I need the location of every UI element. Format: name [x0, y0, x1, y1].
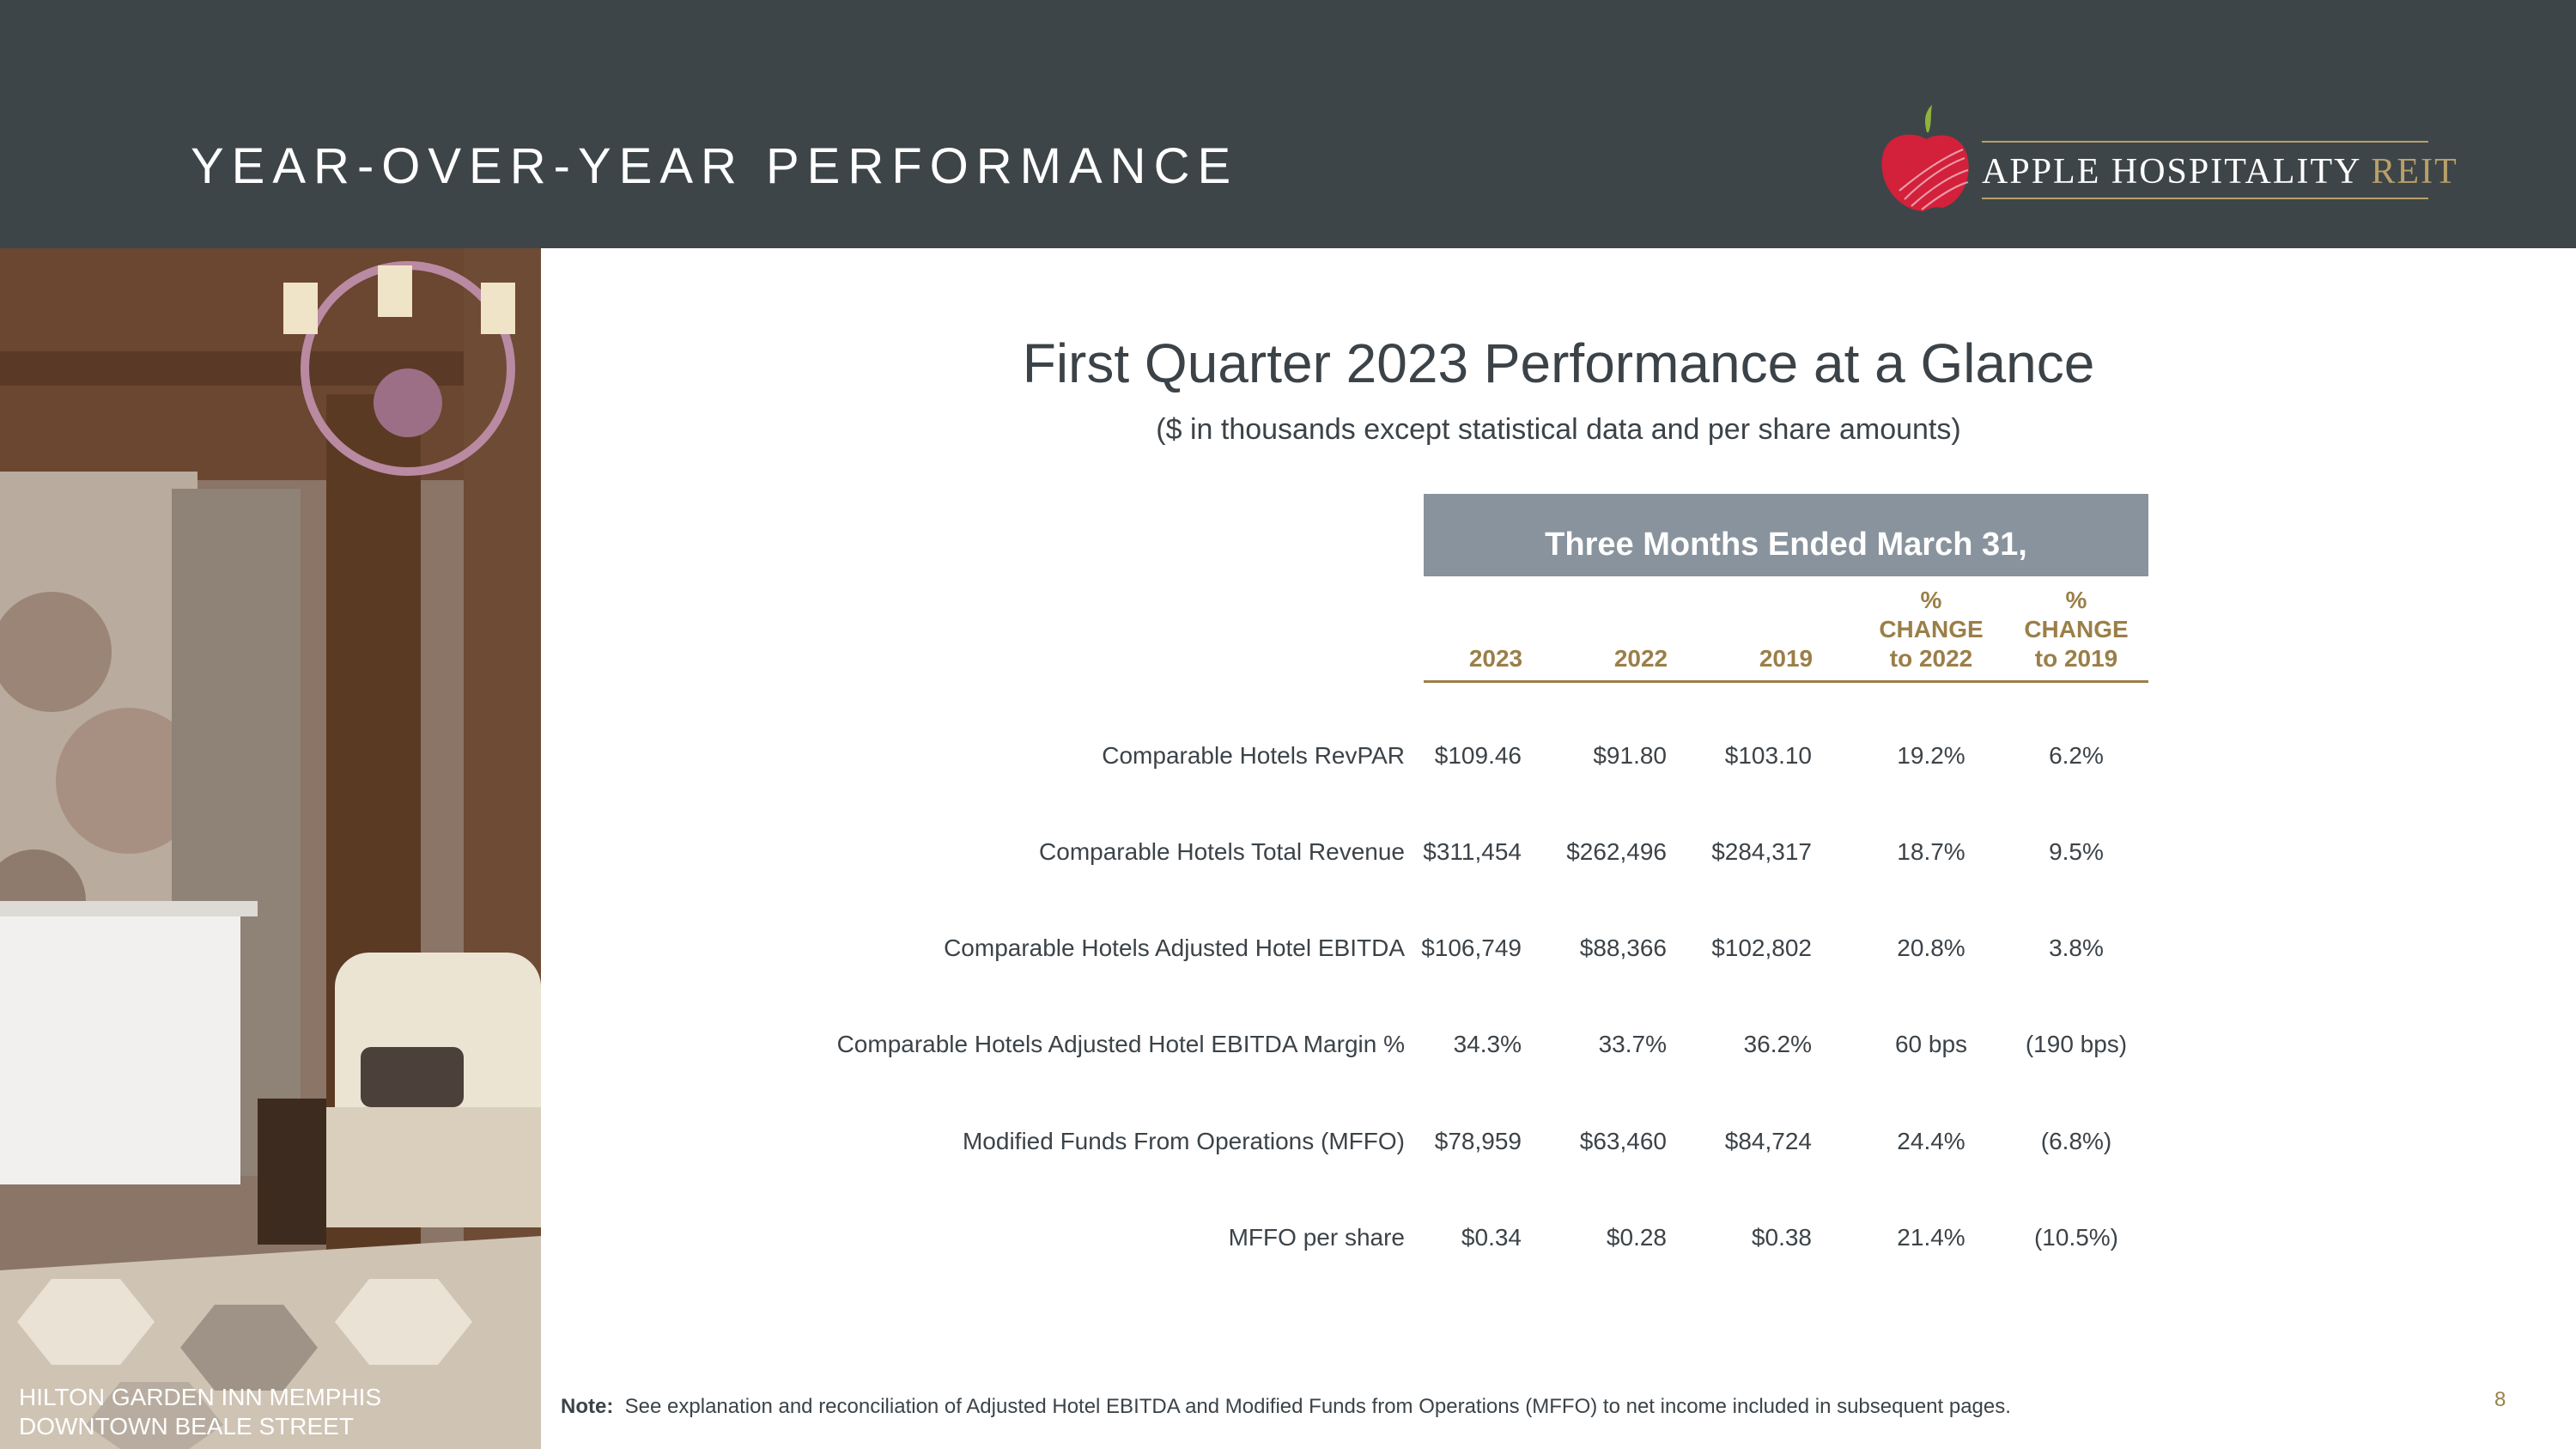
table-cell: $284,317 [1711, 838, 1812, 865]
table-cell: $91.80 [1593, 742, 1667, 769]
column-header: 2022 [1613, 645, 1668, 672]
row-label: Comparable Hotels Adjusted Hotel EBITDA [944, 935, 1405, 961]
table-cell: $102,802 [1711, 935, 1812, 961]
table-cell: 9.5% [2049, 838, 2104, 865]
table-cell: 20.8% [1897, 935, 1965, 961]
page-subheading: ($ in thousands except statistical data … [1156, 413, 1961, 446]
logo-wordmark: APPLE HOSPITALITY REIT [1982, 151, 2458, 192]
hotel-lobby-photo [0, 248, 541, 1449]
table-cell: 3.8% [2049, 935, 2104, 961]
table-cell: (6.8%) [2040, 1128, 2112, 1154]
column-header: 2019 [1759, 645, 1814, 672]
table-cell: 21.4% [1897, 1224, 1965, 1251]
logo-name-accent: REIT [2371, 152, 2458, 192]
photo-caption: HILTON GARDEN INN MEMPHIS DOWNTOWN BEALE… [19, 1383, 534, 1441]
table-cell: (10.5%) [2033, 1224, 2119, 1251]
photo-caption-line2: DOWNTOWN BEALE STREET [19, 1413, 354, 1440]
table-cell: $0.38 [1751, 1224, 1812, 1251]
table-cell: $84,724 [1724, 1128, 1812, 1154]
row-label: Comparable Hotels Adjusted Hotel EBITDA … [836, 1031, 1405, 1057]
photo-caption-line1: HILTON GARDEN INN MEMPHIS [19, 1384, 382, 1410]
table-cell: 19.2% [1897, 742, 1965, 769]
row-label: Comparable Hotels RevPAR [1102, 742, 1405, 769]
table-cell: 34.3% [1453, 1031, 1522, 1057]
row-label: Modified Funds From Operations (MFFO) [962, 1128, 1405, 1154]
column-header: 2023 [1468, 645, 1523, 672]
company-logo: APPLE HOSPITALITY REIT [1879, 105, 2457, 213]
table-cell: $262,496 [1566, 838, 1667, 865]
row-label: Comparable Hotels Total Revenue [1039, 838, 1405, 865]
column-header: % CHANGE to 2022 [1879, 587, 1984, 672]
header-divider [1424, 680, 2148, 683]
table-cell: $88,366 [1579, 935, 1667, 961]
page-heading: First Quarter 2023 Performance at a Glan… [1022, 332, 2095, 394]
footnote: Note: See explanation and reconciliation… [561, 1395, 2011, 1419]
table-cell: $103.10 [1724, 742, 1812, 769]
footnote-label: Note: [561, 1395, 614, 1418]
table-cell: 36.2% [1743, 1031, 1812, 1057]
apple-logo-icon [1881, 105, 1969, 211]
table-cell: $78,959 [1434, 1128, 1522, 1154]
table-cell: (190 bps) [2025, 1031, 2128, 1057]
table-cell: $109.46 [1434, 742, 1522, 769]
table-cell: 24.4% [1897, 1128, 1965, 1154]
logo-rule-bottom [1982, 198, 2428, 199]
slide-title: YEAR-OVER-YEAR PERFORMANCE [191, 138, 1239, 194]
table-cell: 18.7% [1897, 838, 1965, 865]
table-cell: $311,454 [1423, 838, 1522, 865]
header-bar [0, 0, 2576, 248]
table-cell: 6.2% [2049, 742, 2104, 769]
logo-name-main: APPLE HOSPITALITY [1982, 152, 2360, 192]
table-cell: 33.7% [1598, 1031, 1667, 1057]
footnote-text: See explanation and reconciliation of Ad… [624, 1395, 2011, 1418]
table-cell: $63,460 [1579, 1128, 1667, 1154]
table-band-header: Three Months Ended March 31, [1424, 494, 2148, 576]
column-header: % CHANGE to 2019 [2024, 587, 2129, 672]
table-cell: 60 bps [1894, 1031, 1968, 1057]
table-cell: $0.34 [1461, 1224, 1522, 1251]
table-cell: $0.28 [1606, 1224, 1667, 1251]
table-band-title: Three Months Ended March 31, [1545, 527, 2027, 563]
table-cell: $106,749 [1421, 935, 1522, 961]
row-label: MFFO per share [1228, 1224, 1405, 1251]
logo-rule-top [1982, 141, 2428, 143]
page-number: 8 [2494, 1388, 2506, 1411]
